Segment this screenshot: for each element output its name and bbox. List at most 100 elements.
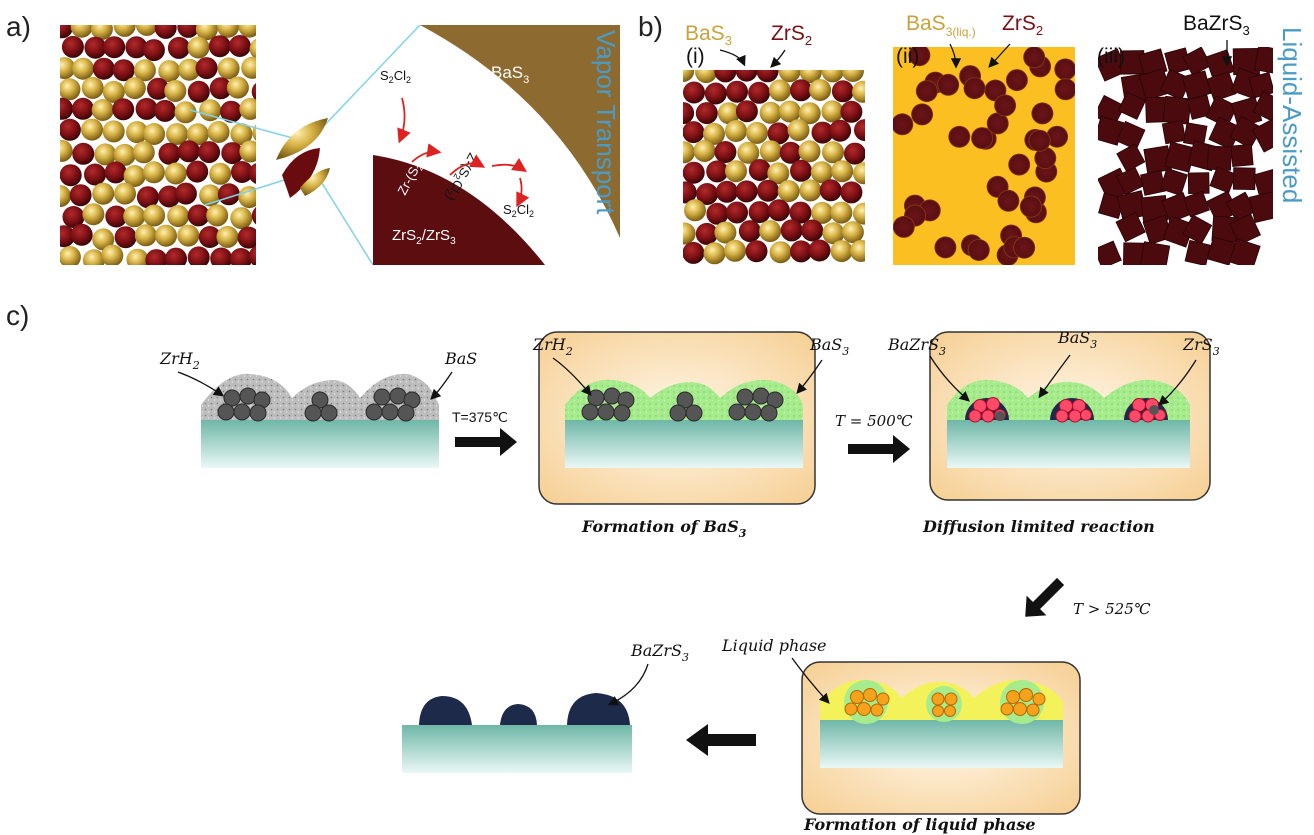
bas3-particle (239, 97, 256, 120)
zrs2-particle (829, 119, 852, 142)
bazrs3-grain (1182, 47, 1212, 76)
bas3-particle (178, 58, 201, 81)
bas3-particle (822, 222, 845, 245)
zrs2-particle (735, 100, 758, 123)
bas3-particle (725, 160, 747, 183)
stage-1-pointers (177, 371, 453, 400)
bas3-particle (142, 161, 165, 184)
bas3-particle (683, 222, 696, 245)
zrs2-particle-in-liquid (971, 127, 994, 150)
stage-2-pointers (552, 357, 823, 396)
bas3-particle (70, 25, 93, 38)
bazrs3-grain (1184, 239, 1211, 265)
bazrs3-grain (1229, 213, 1262, 246)
bas3-particle (853, 162, 865, 185)
bazrs3-grain (1254, 47, 1273, 75)
zrs2-particle (60, 225, 75, 248)
zrs2-particle (745, 240, 768, 263)
zrs2-particle-in-liquid (997, 189, 1020, 212)
zrs2-particle (104, 161, 127, 184)
zrs2-particle-in-liquid (893, 215, 915, 238)
bas3-particle (123, 77, 146, 100)
bas3-particle (174, 101, 197, 124)
zrs2-particle (757, 179, 779, 202)
zrs2-particle (71, 97, 94, 120)
zrs2-particle-in-liquid (911, 103, 934, 126)
bas3-label: BaS (491, 63, 523, 82)
bazrs3-grain (1183, 190, 1210, 218)
bas3-particle (164, 80, 187, 102)
bas3-particle (230, 207, 253, 230)
zrs2-particle (135, 97, 158, 120)
zrs2-particle (237, 226, 256, 249)
bazrs3-grain (1116, 143, 1146, 173)
zrs2-particle (125, 36, 148, 59)
bazrs3-grain (1159, 167, 1188, 196)
zrs2-particle (167, 36, 190, 59)
panel-c-label: c) (6, 300, 29, 331)
bas3-particle (206, 204, 229, 227)
zrs2-particle (790, 159, 812, 182)
process-arrow-1 (455, 428, 517, 456)
zrs2-particle (726, 80, 748, 103)
bas3-particle (238, 25, 256, 38)
bazrs3-grain (1248, 191, 1273, 223)
zrs2-particle (60, 97, 73, 120)
zrs2-particle-in-liquid (986, 112, 1009, 135)
bas3-particle (778, 100, 801, 123)
bas3-particle (199, 99, 222, 122)
zrs2-particle (251, 207, 256, 225)
panel-a-particle-mixture (60, 25, 256, 265)
bas3-particle (799, 179, 822, 202)
zrs2-particle (726, 201, 748, 224)
stage-3-pointers (929, 354, 1197, 406)
zrs2-particle (695, 222, 718, 245)
zrs2-particle-in-liquid (1028, 129, 1051, 152)
zrs2-particle (767, 199, 790, 222)
zrs2-particle (843, 142, 865, 165)
zrs2-particle-in-liquid (908, 47, 931, 67)
liquid-phase-label: Liquid phase (721, 636, 827, 655)
bas3-particle (134, 224, 157, 247)
zrs2-particle (808, 239, 831, 262)
zrs2-particle (790, 240, 813, 263)
zrs2-particle (210, 247, 233, 265)
zrs2-particle (69, 184, 92, 207)
bas3-particle (217, 57, 240, 80)
bas3-particle (725, 120, 747, 142)
zrs2-particle (187, 80, 210, 103)
bas3-particle (209, 162, 232, 185)
bas3-particle (123, 205, 146, 228)
bas3-particle (822, 141, 844, 164)
bas3-particle (158, 60, 181, 83)
bas3-particle (737, 141, 760, 164)
bas3-particle (143, 123, 166, 145)
bazrs3-grain (1187, 172, 1210, 194)
zrs2-particle (780, 219, 803, 242)
bas3-particle (166, 123, 188, 145)
zrs2-particle (790, 79, 812, 102)
zrs2-particle (251, 82, 256, 101)
zrs2-particle-in-liquid (967, 239, 990, 261)
s2cl2-top-label: S2Cl2 (380, 68, 411, 85)
temp-375-label: T=375℃ (452, 409, 508, 425)
bas3-particle (217, 25, 240, 38)
bazrs3-grain (1115, 166, 1145, 196)
zrs2-particle (738, 220, 761, 243)
zrs2-particle-in-liquid (948, 125, 971, 148)
c-stage2-zrh2-label: ZrH2 (532, 335, 573, 358)
zrs2-particle (60, 118, 81, 141)
bazrs3-grain (1115, 211, 1146, 243)
b-i-bas3-label: BaS3 (685, 22, 732, 48)
process-arrow-3 (1025, 577, 1065, 617)
zoom-line-top-left (189, 109, 301, 141)
zrs2-particle (177, 140, 200, 163)
c-zrh2-label: ZrH2 (159, 349, 200, 372)
zrs2-particle (840, 181, 863, 204)
bas3-particle (82, 203, 105, 226)
zrs2-particle (84, 163, 106, 186)
caption-formation-bas3: Formation of BaS3 (581, 517, 747, 540)
zrs2-particle (114, 226, 137, 249)
zrs2-particle (683, 81, 705, 104)
